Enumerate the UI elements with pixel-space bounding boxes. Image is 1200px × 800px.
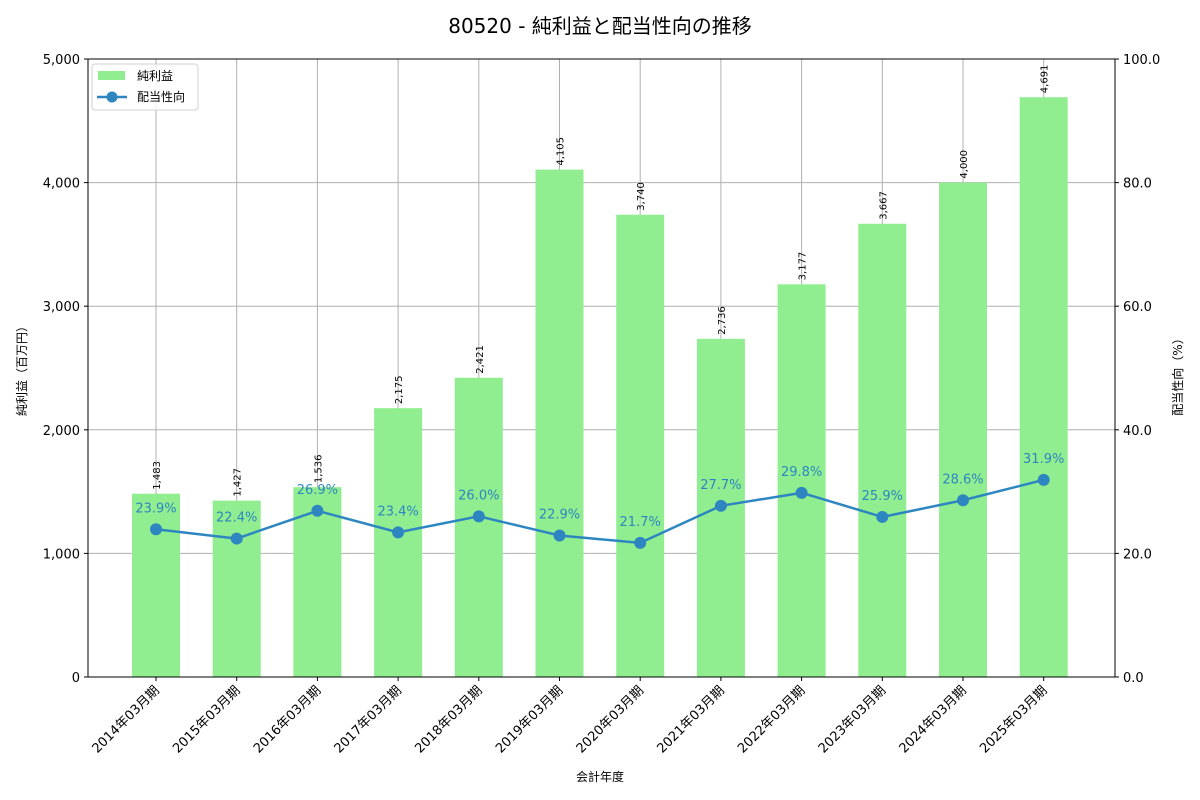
line-marker bbox=[311, 504, 324, 517]
y2-tick-label: 20.0 bbox=[1123, 547, 1152, 562]
x-tick-label: 2019年03月期 bbox=[493, 683, 566, 756]
x-tick-label: 2024年03月期 bbox=[897, 683, 970, 756]
bar bbox=[535, 169, 584, 677]
payout-ratio-label: 31.9% bbox=[1023, 452, 1064, 467]
bar bbox=[1019, 97, 1068, 678]
bar bbox=[616, 214, 665, 677]
y-tick-label: 2,000 bbox=[43, 424, 80, 439]
y2-tick-label: 80.0 bbox=[1123, 177, 1152, 192]
x-tick-label: 2025年03月期 bbox=[977, 683, 1050, 756]
line-marker bbox=[150, 523, 162, 536]
bar-value-label: 4,000 bbox=[959, 150, 970, 179]
y-tick-label: 4,000 bbox=[43, 177, 80, 192]
bar-series bbox=[132, 97, 1068, 678]
payout-ratio-label: 25.9% bbox=[862, 489, 903, 504]
line-marker bbox=[957, 494, 969, 507]
x-axis-label: 会計年度 bbox=[576, 769, 624, 784]
line-marker bbox=[795, 486, 808, 499]
bar bbox=[132, 493, 180, 677]
payout-ratio-label: 23.4% bbox=[377, 504, 418, 519]
bar-value-labels: 1,483 1,427 1,536 2,175 2,421 4,105 3,740 2,736… bbox=[152, 65, 1051, 497]
x-tick-label: 2014年03月期 bbox=[90, 683, 163, 756]
x-tick-label: 2018年03月期 bbox=[412, 683, 485, 756]
legend: 純利益 配当性向 bbox=[91, 63, 199, 111]
y2-tick-label: 100.0 bbox=[1123, 53, 1160, 68]
bar bbox=[212, 500, 261, 677]
bar-value-label: 2,175 bbox=[394, 376, 405, 405]
chart-title: 80520 - 純利益と配当性向の推移 bbox=[448, 14, 752, 38]
bar-value-label: 3,667 bbox=[878, 191, 889, 220]
payout-ratio-label: 27.7% bbox=[700, 478, 741, 493]
line-series: 23.9% 22.4% 26.9% 23.4% 26.0% 22.9% 21.7% 27.7%… bbox=[135, 452, 1064, 549]
x-tick-label: 2016年03月期 bbox=[251, 683, 324, 756]
payout-ratio-label: 21.7% bbox=[620, 515, 661, 530]
bar bbox=[293, 487, 342, 677]
y-tick-label: 1,000 bbox=[43, 547, 80, 562]
legend-marker-icon bbox=[106, 91, 118, 103]
bar-value-label: 2,421 bbox=[475, 345, 486, 374]
bar-value-label: 1,536 bbox=[313, 455, 324, 484]
bar-value-label: 1,483 bbox=[152, 461, 163, 490]
payout-ratio-label: 26.0% bbox=[458, 488, 499, 503]
bar-value-label: 2,736 bbox=[717, 306, 728, 335]
y-axis-label: 純利益（百万円） bbox=[15, 320, 29, 416]
y-tick-label: 5,000 bbox=[43, 53, 80, 68]
bar-value-label: 3,740 bbox=[636, 182, 647, 211]
line-marker bbox=[1037, 473, 1050, 486]
line-marker bbox=[472, 510, 485, 523]
payout-ratio-label: 26.9% bbox=[297, 483, 338, 498]
x-tick-label: 2020年03月期 bbox=[574, 683, 647, 756]
legend-line-label: 配当性向 bbox=[137, 89, 185, 104]
y-tick-label: 0 bbox=[72, 671, 80, 686]
payout-ratio-label: 29.8% bbox=[781, 465, 822, 480]
bar bbox=[858, 223, 907, 678]
x-tick-label: 2023年03月期 bbox=[816, 683, 889, 756]
y2-tick-label: 60.0 bbox=[1123, 300, 1152, 315]
y2-tick-label: 40.0 bbox=[1123, 424, 1152, 439]
axes: 0 1,000 2,000 3,000 4,000 5,000 0.0 20.0 40.0 60.… bbox=[43, 53, 1160, 757]
line-marker bbox=[714, 499, 727, 512]
payout-ratio-label: 28.6% bbox=[942, 472, 983, 487]
payout-ratio-line bbox=[155, 478, 1045, 545]
line-marker bbox=[230, 532, 243, 545]
line-marker bbox=[553, 529, 566, 542]
line-marker bbox=[392, 526, 405, 539]
bar-value-label: 4,691 bbox=[1040, 65, 1051, 94]
legend-bar-label: 純利益 bbox=[137, 69, 173, 83]
line-marker bbox=[634, 536, 647, 549]
payout-ratio-label: 22.4% bbox=[216, 511, 257, 526]
x-tick-label: 2015年03月期 bbox=[170, 683, 243, 756]
legend-bar-swatch bbox=[98, 71, 125, 80]
bar bbox=[777, 284, 826, 677]
y2-tick-label: 0.0 bbox=[1123, 671, 1144, 686]
bar-value-label: 3,177 bbox=[798, 252, 809, 281]
y2-axis-label: 配当性向（%） bbox=[1170, 332, 1185, 415]
x-tick-label: 2021年03月期 bbox=[654, 683, 727, 756]
y-tick-label: 3,000 bbox=[43, 300, 80, 315]
x-tick-label: 2017年03月期 bbox=[332, 683, 405, 756]
bar-value-label: 1,427 bbox=[233, 468, 244, 497]
bar bbox=[374, 408, 423, 677]
bar-value-label: 4,105 bbox=[556, 137, 567, 166]
bar bbox=[454, 377, 503, 677]
bar bbox=[939, 182, 987, 677]
line-marker bbox=[876, 510, 889, 523]
payout-ratio-label: 22.9% bbox=[539, 507, 580, 522]
x-tick-label: 2022年03月期 bbox=[735, 683, 808, 756]
payout-ratio-label: 23.9% bbox=[135, 501, 176, 516]
